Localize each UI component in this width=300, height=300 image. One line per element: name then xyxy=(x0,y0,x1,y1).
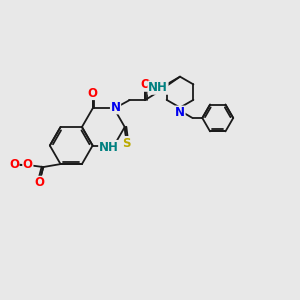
Text: O: O xyxy=(9,158,19,171)
Text: NH: NH xyxy=(99,140,118,154)
Text: O: O xyxy=(140,78,150,91)
Text: O: O xyxy=(35,176,45,189)
Text: S: S xyxy=(122,136,130,150)
Text: NH: NH xyxy=(148,81,168,94)
Text: O: O xyxy=(23,158,33,172)
Text: N: N xyxy=(110,101,121,114)
Text: N: N xyxy=(175,106,185,119)
Text: O: O xyxy=(88,86,98,100)
